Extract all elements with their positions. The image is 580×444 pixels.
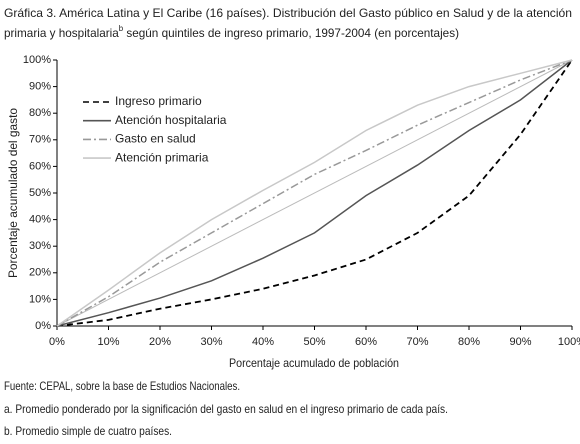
legend-label: Gasto en salud — [115, 132, 196, 146]
series-line — [56, 59, 573, 327]
x-tick-label: 10% — [97, 336, 119, 348]
chart-title: Gráfica 3. América Latina y El Caribe (1… — [4, 6, 572, 20]
legend-label: Atención hospitalaria — [115, 113, 227, 127]
y-tick-label: 40% — [29, 214, 51, 226]
chart-title-line: primaria y hospitalariab según quintiles… — [4, 24, 459, 40]
x-tick-label: 80% — [458, 336, 480, 348]
x-tick-label: 20% — [149, 336, 171, 348]
y-tick-label: 80% — [29, 107, 51, 119]
x-tick-label: 0% — [49, 336, 65, 348]
y-tick-label: 30% — [29, 240, 51, 252]
y-tick-label: 70% — [29, 134, 51, 146]
series-line — [56, 59, 573, 327]
y-tick-label: 100% — [23, 54, 51, 66]
series-line — [56, 59, 573, 327]
legend-label: Atención primaria — [115, 150, 209, 164]
x-tick-label: 100% — [558, 336, 580, 348]
legend-label: Ingreso primario — [115, 94, 202, 108]
title-note-marker: b — [119, 24, 124, 33]
y-tick-label: 50% — [29, 187, 51, 199]
x-tick-label: 90% — [509, 336, 531, 348]
x-tick-label: 40% — [252, 336, 274, 348]
source-note: Fuente: CEPAL, sobre la base de Estudios… — [4, 379, 240, 393]
title-part: según quintiles de ingreso primario, 199… — [123, 26, 459, 40]
x-tick-label: 30% — [200, 336, 222, 348]
y-axis-label: Porcentaje acumulado del gasto — [6, 108, 20, 278]
y-tick-label: 90% — [29, 81, 51, 93]
equality-line — [56, 59, 573, 327]
footnote: a. Promedio ponderado por la significaci… — [4, 402, 448, 416]
footnote: b. Promedio simple de cuatro países. — [4, 424, 172, 438]
y-tick-label: 60% — [29, 160, 51, 172]
y-tick-label: 10% — [29, 293, 51, 305]
y-tick-label: 0% — [35, 320, 51, 332]
x-tick-label: 50% — [303, 336, 325, 348]
series-line — [56, 59, 573, 327]
title-part: primaria y hospitalaria — [4, 26, 119, 40]
x-tick-label: 60% — [355, 336, 377, 348]
x-axis-label: Porcentaje acumulado de población — [229, 356, 399, 370]
x-tick-label: 70% — [406, 336, 428, 348]
y-tick-label: 20% — [29, 267, 51, 279]
